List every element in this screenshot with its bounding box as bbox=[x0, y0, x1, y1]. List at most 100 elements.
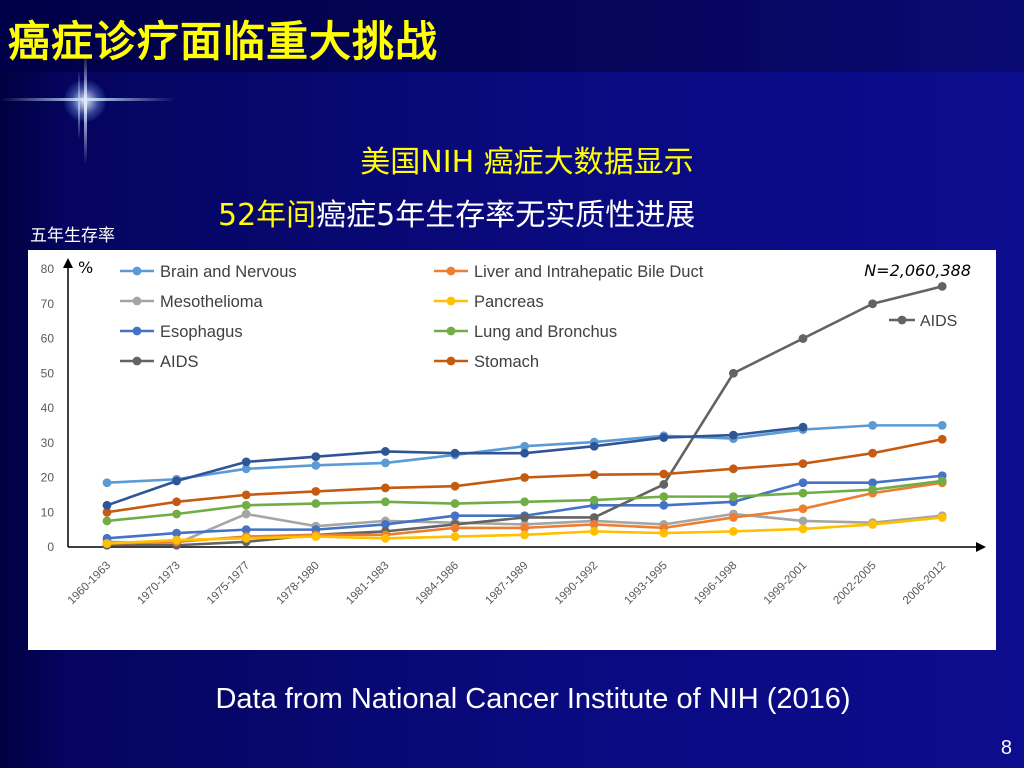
data-point bbox=[589, 470, 599, 480]
data-point bbox=[520, 441, 529, 451]
data-point bbox=[450, 523, 460, 533]
legend-item-right-2: Lung and Bronchus bbox=[434, 323, 617, 341]
x-tick-label: 2006-2012 bbox=[901, 560, 948, 607]
data-point bbox=[381, 520, 390, 529]
data-point bbox=[241, 500, 251, 510]
data-point bbox=[520, 530, 529, 540]
x-tick-label: 1978-1980 bbox=[275, 560, 322, 607]
y-tick-label: 60 bbox=[41, 332, 55, 346]
data-point bbox=[241, 490, 251, 500]
data-point bbox=[102, 539, 112, 548]
data-point bbox=[450, 532, 460, 541]
data-point bbox=[589, 495, 599, 505]
y-tick-label: 20 bbox=[41, 471, 55, 485]
data-point bbox=[102, 516, 112, 526]
data-point bbox=[729, 513, 738, 522]
y-tick-label: 30 bbox=[41, 436, 55, 450]
data-point bbox=[381, 447, 390, 456]
legend-marker bbox=[132, 326, 142, 336]
data-point bbox=[172, 497, 182, 507]
data-point bbox=[798, 459, 808, 468]
legend-marker bbox=[446, 266, 456, 276]
data-point bbox=[798, 422, 808, 432]
x-tick-label: 1999-2001 bbox=[762, 560, 809, 607]
inline-label-marker bbox=[897, 315, 907, 325]
data-point bbox=[659, 492, 669, 502]
y-axis-arrow bbox=[63, 258, 73, 268]
subtitle-rest: 癌症5年生存率无实质性进展 bbox=[316, 198, 696, 233]
x-tick-label: 1990-1992 bbox=[553, 560, 600, 607]
data-point bbox=[729, 368, 738, 378]
data-point bbox=[729, 464, 738, 474]
data-point bbox=[659, 469, 669, 479]
y-tick-label: 70 bbox=[41, 297, 55, 311]
x-tick-label: 1981-1983 bbox=[344, 560, 391, 607]
sparkle-vertical-ray bbox=[84, 54, 87, 164]
data-point bbox=[729, 492, 738, 502]
legend-label: AIDS bbox=[160, 353, 199, 371]
data-point bbox=[241, 525, 251, 535]
data-point bbox=[659, 500, 669, 510]
data-point bbox=[381, 533, 390, 543]
data-point bbox=[798, 488, 808, 498]
inline-label-text: AIDS bbox=[920, 313, 957, 330]
data-point bbox=[311, 499, 321, 508]
data-point bbox=[172, 528, 182, 538]
series-blue-trend bbox=[102, 422, 808, 510]
data-point bbox=[450, 481, 460, 491]
subtitle-survival-claim: 52年间癌症5年生存率无实质性进展 bbox=[218, 190, 695, 234]
x-tick-label: 1975-1977 bbox=[205, 560, 252, 607]
data-point bbox=[520, 523, 529, 533]
data-point bbox=[937, 420, 947, 430]
data-point bbox=[102, 478, 112, 488]
legend-label: Liver and Intrahepatic Bile Duct bbox=[474, 263, 704, 281]
legend-item-right-1: Pancreas bbox=[434, 293, 544, 311]
data-point bbox=[937, 476, 947, 486]
data-point bbox=[589, 526, 599, 536]
y-axis-label: % bbox=[78, 258, 93, 277]
y-tick-label: 40 bbox=[41, 401, 55, 415]
data-point bbox=[659, 480, 669, 489]
data-point bbox=[102, 500, 112, 510]
legend-marker bbox=[446, 326, 456, 336]
data-point bbox=[311, 460, 321, 470]
data-point bbox=[381, 458, 390, 468]
subtitle-nih-data: 美国NIH 癌症大数据显示 bbox=[360, 145, 694, 180]
legend-item-right-3: Stomach bbox=[434, 353, 539, 371]
data-point bbox=[798, 478, 808, 488]
y-tick-label: 80 bbox=[41, 262, 55, 276]
data-point bbox=[241, 464, 251, 474]
data-point bbox=[868, 420, 877, 430]
subtitle-highlight: 52年间 bbox=[218, 198, 317, 233]
data-point bbox=[937, 434, 947, 444]
legend-item-left-3: AIDS bbox=[120, 353, 199, 371]
series-line bbox=[106, 425, 804, 507]
sparkle-vertical-ray-secondary bbox=[78, 70, 80, 140]
x-axis-arrow bbox=[976, 542, 986, 552]
legend-item-left-2: Esophagus bbox=[120, 323, 243, 341]
page-number: 8 bbox=[1000, 737, 1012, 759]
data-point bbox=[520, 473, 529, 482]
data-point bbox=[381, 497, 390, 507]
x-tick-label: 1970-1973 bbox=[135, 560, 182, 607]
y-tick-label: 0 bbox=[47, 540, 54, 554]
data-point bbox=[659, 433, 669, 442]
data-point bbox=[381, 483, 390, 493]
legend-marker bbox=[132, 296, 142, 306]
data-point bbox=[102, 507, 112, 517]
data-point bbox=[241, 533, 251, 543]
legend-item-right-0: Liver and Intrahepatic Bile Duct bbox=[434, 263, 704, 281]
x-tick-label: 1996-1998 bbox=[692, 560, 739, 607]
legend-item-left-1: Mesothelioma bbox=[120, 293, 264, 311]
data-point bbox=[798, 334, 808, 343]
legend-marker bbox=[446, 356, 456, 366]
data-point bbox=[937, 281, 947, 291]
data-point bbox=[798, 524, 808, 534]
data-point bbox=[520, 448, 529, 458]
legend-marker bbox=[132, 356, 142, 366]
inline-series-label: AIDS bbox=[889, 313, 957, 330]
data-point bbox=[868, 448, 877, 458]
header-band bbox=[0, 0, 1024, 72]
data-point bbox=[589, 441, 599, 451]
x-tick-label: 1960-1963 bbox=[66, 560, 113, 607]
